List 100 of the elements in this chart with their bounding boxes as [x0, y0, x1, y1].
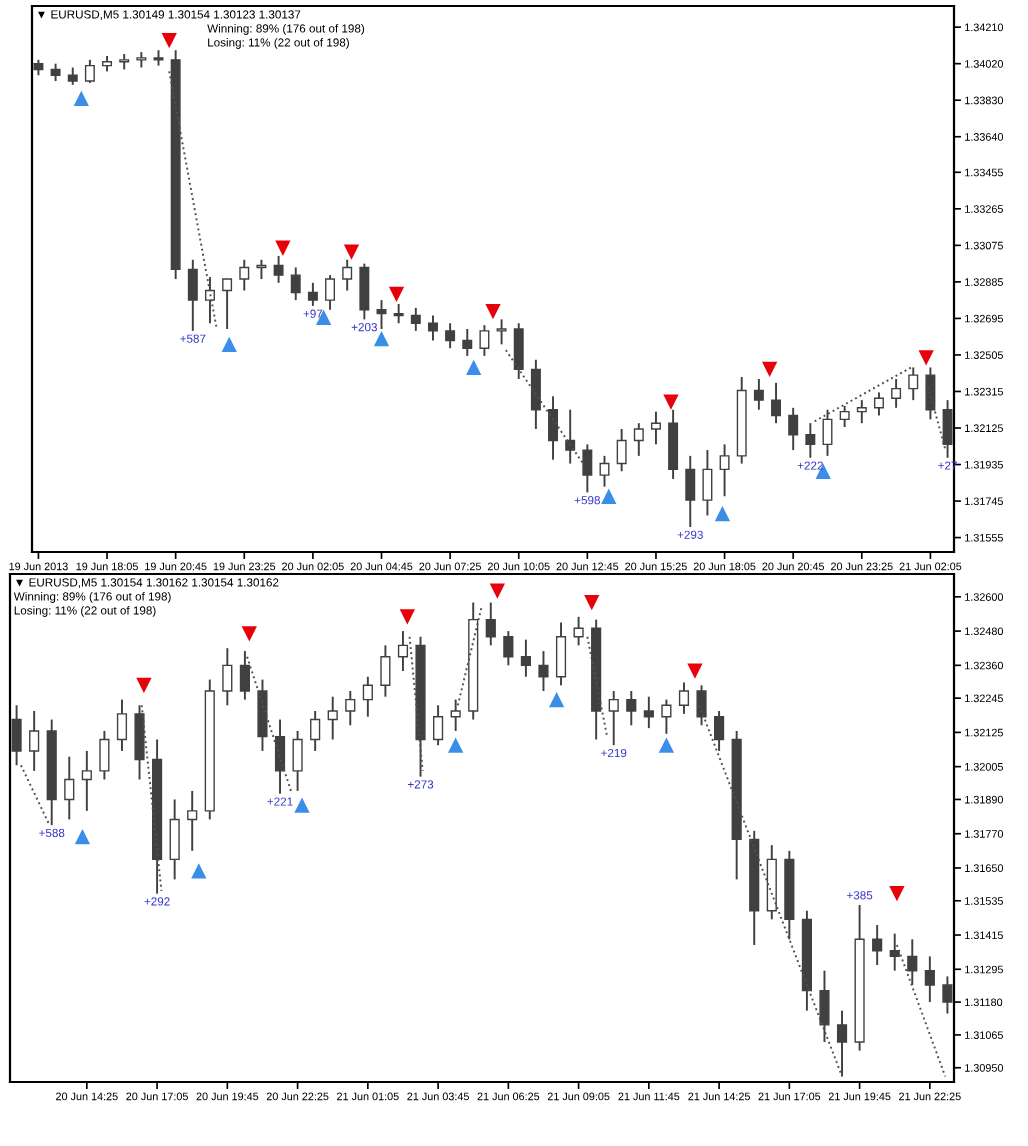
candlestick: [599, 454, 610, 488]
candlestick: [274, 718, 286, 795]
candlestick: [714, 710, 725, 752]
point: [658, 737, 675, 753]
point: [388, 286, 405, 303]
candlestick: [565, 408, 576, 465]
candlestick: [678, 681, 690, 715]
candlestick: [380, 644, 391, 698]
candlestick: [582, 443, 593, 494]
candlestick: [889, 932, 900, 972]
candlestick: [873, 391, 884, 417]
point: [136, 677, 152, 693]
point: [761, 361, 778, 377]
candlestick: [513, 322, 524, 380]
candlestick: [410, 306, 421, 332]
candlestick: [273, 254, 284, 284]
candlestick: [908, 366, 919, 402]
point: [663, 394, 679, 410]
candlestick: [661, 698, 672, 735]
candlestick: [925, 366, 936, 421]
candlestick: [292, 730, 303, 792]
point: [241, 626, 257, 642]
point: [74, 828, 91, 845]
point: [275, 240, 291, 256]
candlestick: [310, 710, 321, 752]
point: [714, 505, 731, 522]
candlestick: [608, 690, 619, 747]
candlestick: [64, 755, 75, 821]
candlestick: [836, 1009, 848, 1078]
candlestick: [462, 328, 473, 357]
candlestick: [134, 704, 145, 781]
candlestick: [839, 404, 850, 429]
candlestick: [359, 262, 370, 321]
candlestick: [479, 324, 490, 357]
candlestick: [696, 684, 707, 727]
candlestick: [822, 408, 833, 457]
candlestick: [872, 924, 883, 966]
candlestick: [362, 675, 373, 718]
point: [294, 797, 310, 813]
candlestick: [99, 730, 110, 781]
candlestick: [650, 410, 661, 446]
candlestick: [819, 969, 830, 1044]
point: [889, 886, 905, 902]
candlestick: [325, 274, 336, 311]
candlestick: [11, 704, 22, 767]
candlestick: [307, 281, 318, 307]
candlestick: [187, 789, 198, 852]
candlestick: [256, 258, 267, 280]
candlestick: [616, 427, 627, 473]
point: [373, 330, 390, 347]
candlestick: [924, 955, 935, 1004]
point: [73, 90, 89, 106]
point: [191, 863, 207, 879]
candlestick: [29, 710, 40, 772]
point: [549, 691, 565, 708]
candlestick: [805, 422, 816, 459]
candlestick: [685, 454, 696, 528]
candlestick: [548, 395, 559, 461]
candlestick: [520, 638, 531, 678]
candlestick: [187, 258, 198, 332]
point: [448, 737, 464, 753]
candlestick: [84, 58, 95, 84]
point: [687, 663, 703, 679]
candlestick: [445, 322, 456, 350]
candlestick: [626, 690, 637, 727]
candlestick: [427, 314, 438, 342]
point: [489, 583, 506, 599]
candlestick: [433, 704, 444, 747]
candlestick: [538, 650, 549, 692]
candlestick: [907, 938, 918, 986]
candlestick: [485, 601, 496, 647]
candlestick: [719, 443, 730, 498]
candlestick: [239, 650, 250, 701]
candlestick: [555, 621, 567, 687]
candlestick: [376, 299, 387, 330]
candlestick: [771, 381, 782, 425]
candlestick: [239, 258, 250, 292]
candlestick: [496, 318, 507, 346]
candlestick: [397, 630, 409, 672]
point: [161, 32, 177, 49]
candlestick: [856, 399, 867, 425]
candlestick: [257, 678, 268, 752]
candlestick: [530, 358, 541, 430]
candlestick: [327, 695, 338, 741]
candlestick: [633, 422, 644, 457]
candlestick: [450, 698, 461, 732]
point: [466, 359, 482, 376]
point: [601, 488, 617, 504]
point: [343, 244, 360, 260]
candlestick: [290, 266, 301, 302]
candlestick: [222, 278, 233, 330]
candlestick: [222, 647, 233, 707]
candlestick: [503, 630, 514, 667]
candlestick: [116, 698, 128, 752]
candlestick: [342, 258, 353, 292]
point: [485, 304, 501, 320]
candlestick: [891, 378, 902, 409]
candlestick: [788, 406, 799, 452]
candlestick: [643, 695, 654, 730]
point: [399, 609, 415, 625]
